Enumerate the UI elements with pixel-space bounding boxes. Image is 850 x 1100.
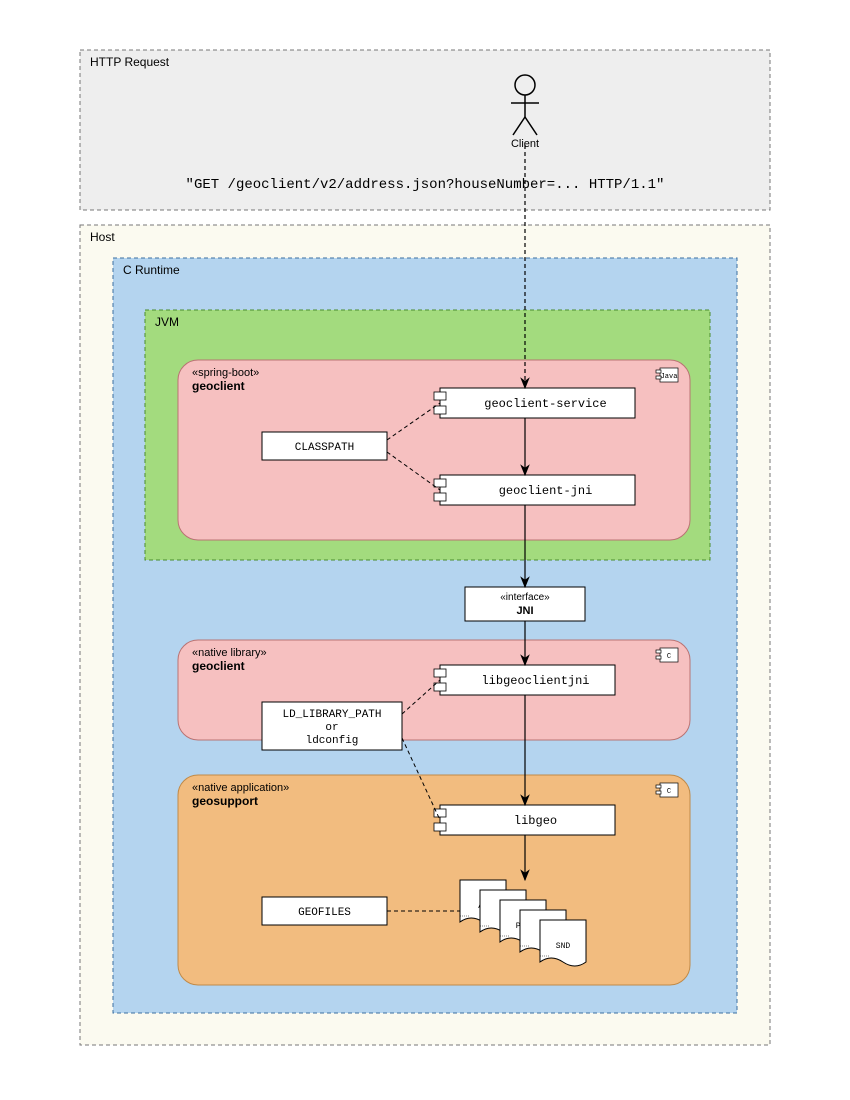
svg-text:geosupport: geosupport	[192, 794, 258, 808]
svg-text:C: C	[667, 788, 671, 796]
svg-text:GEOFILES: GEOFILES	[298, 907, 351, 919]
svg-text:LD_LIBRARY_PATH: LD_LIBRARY_PATH	[282, 709, 381, 721]
component-libgeo: libgeo	[434, 805, 615, 835]
svg-text:JNI: JNI	[516, 605, 533, 617]
component-jni: «interface» JNI	[465, 587, 585, 621]
svg-text:or: or	[325, 722, 338, 734]
component-geoclient-jni: geoclient-jni	[434, 475, 635, 505]
note-classpath: CLASSPATH	[262, 432, 387, 460]
svg-text:CLASSPATH: CLASSPATH	[295, 442, 354, 454]
svg-text:«spring-boot»: «spring-boot»	[192, 367, 259, 379]
svg-text:JVM: JVM	[155, 315, 179, 329]
architecture-diagram: HTTP Request Host C Runtime JVM «spring-boot…	[0, 0, 850, 1100]
svg-text:C Runtime: C Runtime	[123, 263, 180, 277]
svg-text:ldconfig: ldconfig	[306, 735, 359, 747]
component-libgeoclientjni: libgeoclientjni	[434, 665, 615, 695]
svg-text:HTTP Request: HTTP Request	[90, 55, 170, 69]
note-geofiles: GEOFILES	[262, 897, 387, 925]
svg-text:libgeo: libgeo	[514, 814, 557, 828]
svg-text:geoclient-service: geoclient-service	[484, 397, 606, 411]
svg-text:Host: Host	[90, 230, 115, 244]
note-ldpath: LD_LIBRARY_PATHorldconfig	[262, 702, 402, 750]
svg-text:geoclient-jni: geoclient-jni	[499, 484, 593, 498]
svg-text:«native library»: «native library»	[192, 647, 267, 659]
svg-text:Java: Java	[661, 373, 678, 381]
svg-text:libgeoclientjni: libgeoclientjni	[481, 674, 589, 688]
http-request-text: "GET /geoclient/v2/address.json?houseNum…	[186, 177, 665, 193]
svg-text:C: C	[667, 653, 671, 661]
svg-text:«native application»: «native application»	[192, 782, 289, 794]
container-spring-boot: «spring-boot»geoclient Java	[178, 360, 690, 540]
svg-text:geoclient: geoclient	[192, 379, 245, 393]
svg-text:SND: SND	[556, 942, 571, 951]
svg-text:geoclient: geoclient	[192, 659, 245, 673]
component-geoclient-service: geoclient-service	[434, 388, 635, 418]
svg-text:«interface»: «interface»	[500, 592, 550, 603]
